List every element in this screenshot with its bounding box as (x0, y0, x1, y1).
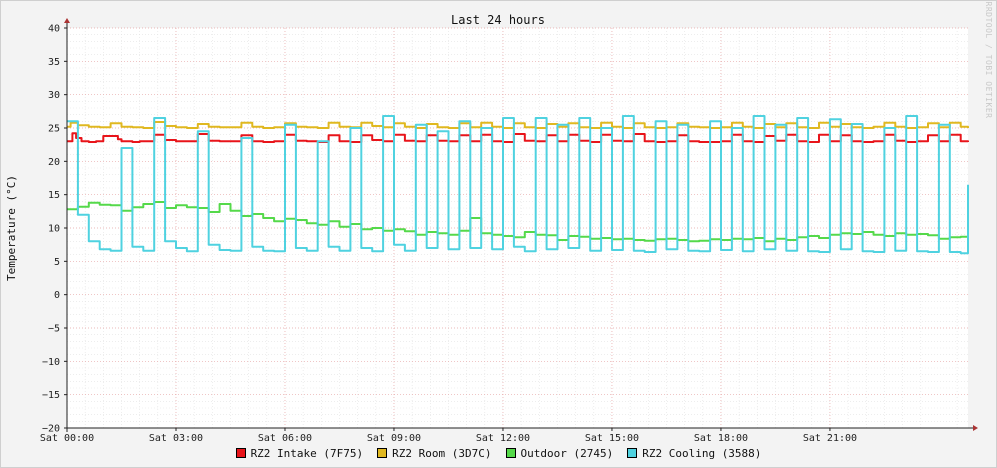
x-axis-arrow (973, 425, 978, 431)
y-tick-label: 20 (48, 157, 60, 168)
legend-label: RZ2 Intake (7F75) (250, 446, 364, 460)
x-tick-label: Sat 09:00 (367, 433, 421, 444)
y-tick-label: 10 (48, 224, 60, 235)
y-tick-label: 40 (48, 24, 60, 35)
legend-item: RZ2 Intake (7F75) (235, 446, 364, 460)
x-tick-label: Sat 12:00 (476, 433, 530, 444)
watermark: RRDTOOL / TOBI OETIKER (984, 2, 993, 119)
y-tick-label: 25 (48, 124, 60, 135)
legend-swatch (505, 448, 516, 458)
legend-item: RZ2 Cooling (3588) (627, 447, 761, 460)
x-tick-label: Sat 03:00 (149, 433, 203, 444)
legend-label: Outdoor (2745) (520, 446, 614, 460)
y-tick-label: 30 (48, 90, 60, 101)
y-tick-label: −10 (42, 357, 60, 368)
series-line-3 (67, 115, 969, 255)
y-tick-label: 15 (48, 190, 60, 201)
y-tick-label: −20 (42, 424, 60, 435)
legend-item: Outdoor (2745) (505, 446, 614, 460)
legend-label: RZ2 Room (3D7C) (392, 446, 492, 460)
series-line-2 (67, 201, 969, 243)
x-tick-label: Sat 06:00 (258, 433, 312, 444)
y-tick-label: 0 (54, 290, 60, 301)
y-tick-label: 5 (54, 257, 60, 268)
y-tick-label: −15 (42, 390, 60, 401)
x-tick-label: Sat 18:00 (694, 433, 748, 444)
legend-item: RZ2 Room (3D7C) (377, 446, 492, 460)
series-line-1 (67, 121, 969, 129)
legend-label: RZ2 Cooling (3588) (642, 446, 762, 460)
chart-title: Last 24 hours (451, 13, 545, 27)
y-axis-label: Temperature (°C) (5, 175, 18, 281)
legend-swatch (235, 448, 246, 458)
x-tick-label: Sat 00:00 (40, 433, 94, 444)
legend-swatch (627, 448, 638, 458)
legend: RZ2 Intake (7F75) RZ2 Room (3D7C) Outdoor … (0, 446, 997, 460)
x-tick-label: Sat 15:00 (585, 433, 639, 444)
y-tick-label: 35 (48, 57, 60, 68)
y-axis-arrow (64, 18, 70, 23)
legend-swatch (377, 448, 388, 458)
x-tick-label: Sat 21:00 (803, 433, 857, 444)
y-tick-label: −5 (48, 324, 60, 335)
